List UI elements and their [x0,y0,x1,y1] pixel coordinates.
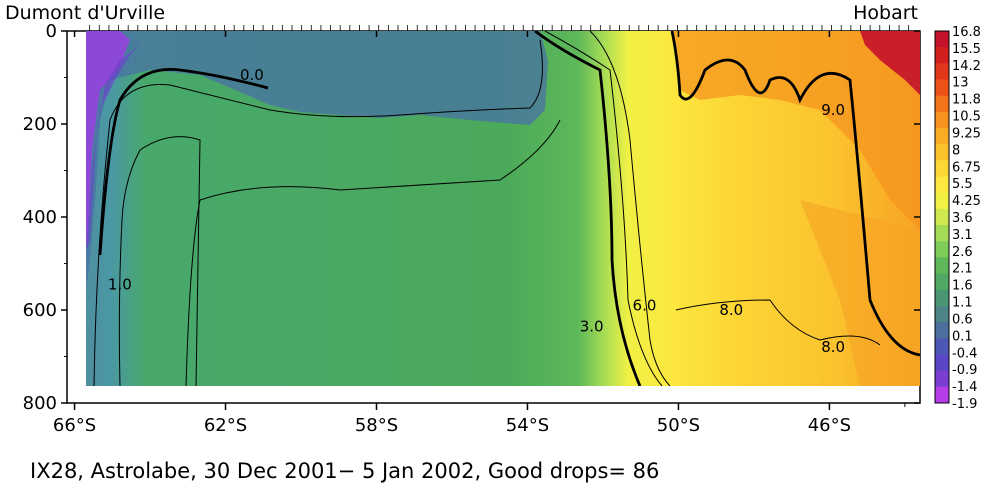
contour-4 [544,31,663,386]
colorbar-label: 1.1 [952,296,973,311]
contour-label: 9.0 [821,101,845,119]
colorbar-swatch [935,289,949,307]
colorbar-swatch [935,208,949,226]
colorbar-label: 15.5 [952,42,981,57]
contour-label: 8.0 [719,301,743,319]
contour-2 [185,119,561,386]
colorbar-swatch [935,225,949,242]
drop-markers [89,25,910,31]
warm-upper-layer [672,31,920,230]
heatmap-field [86,31,920,386]
contour-1b [118,136,201,386]
colorbar-label: 3.1 [952,228,973,243]
x-tick-label: 62°S [204,415,247,436]
contour-8 [675,299,881,346]
colorbar-label: 3.6 [952,211,973,226]
contour-0 [98,67,269,256]
contour-label: 1.0 [108,275,132,293]
y-tick-label: 800 [23,393,57,414]
caption: IX28, Astrolabe, 30 Dec 2001− 5 Jan 2002… [30,459,659,483]
colorbar-swatch [935,192,949,210]
colorbar-label: -0.9 [952,363,977,378]
y-tick-label: 600 [23,300,57,321]
colorbar-label: 2.1 [952,262,973,277]
colorbar-label: -0.4 [952,346,977,361]
colorbar-swatch [935,257,949,275]
contour-label: 0.0 [240,66,264,84]
colorbar-swatch [935,386,949,404]
colorbar-label: 1.6 [952,279,973,294]
contour-9 [670,31,920,357]
colorbar-swatch [935,273,949,291]
contour-label: 6.0 [633,296,657,314]
colorbar-label: 14.2 [952,59,981,74]
colorbar-label: 0.6 [952,312,973,327]
x-tick-label: 58°S [355,415,398,436]
colorbar-label: 10.5 [952,110,981,125]
title-left: Dumont d'Urville [5,2,165,24]
contour-label: 3.0 [580,317,604,335]
colorbar-label: 13 [952,76,969,91]
colorbar-swatch [935,95,949,113]
colorbar-swatch [935,63,949,81]
colorbar-swatch [935,128,949,145]
x-tick-label: 66°S [53,415,96,436]
colorbar-swatch [935,31,949,48]
colorbar-label: 2.6 [952,245,973,260]
colorbar-swatch [935,111,949,129]
colorbar-swatch [935,305,949,323]
colorbar-swatch [935,338,949,355]
y-tick-label: 400 [23,207,57,228]
colorbar: 16.8 15.5 14.2 13 11.8 10.59.25 8 6.75 5.5 4.25 3.… [934,25,981,412]
colorbar-label: 0.1 [952,329,973,344]
y-tick-label: 0 [46,21,57,42]
colorbar-label: 6.75 [952,160,981,175]
x-tick-label: 50°S [657,415,700,436]
contour-6 [589,31,671,386]
colorbar-swatch [935,354,949,372]
warm-deep-layer [800,200,920,386]
hot-surface-core [860,31,920,95]
colorbar-swatch [935,160,949,178]
contour-label: 8.0 [821,338,845,356]
contour-labels: 0.0 1.0 3.0 6.0 8.0 8.0 9.0 [108,66,845,356]
x-axis: 66°S 62°S 58°S 54°S 50°S 46°S [53,31,906,436]
y-axis: 0 200 400 600 800 [23,21,920,414]
colorbar-label: 5.5 [952,177,973,192]
x-tick-label: 54°S [506,415,549,436]
colorbar-label: 4.25 [952,194,981,209]
contour-lines [93,31,920,386]
colorbar-swatch [935,79,949,97]
colorbar-label: 9.25 [952,126,981,141]
cold-slope-water [86,31,130,250]
x-tick-label: 46°S [808,415,851,436]
colorbar-swatch [935,322,949,339]
y-tick-label: 200 [23,114,57,135]
colorbar-label: 16.8 [952,25,981,40]
colorbar-label: -1.4 [952,380,977,395]
colorbar-swatch [935,176,949,194]
colorbar-swatch [935,47,949,64]
contour-3 [534,31,642,386]
colorbar-swatch [935,241,949,258]
title-right: Hobart [853,2,918,24]
contour-1 [93,39,543,386]
colorbar-label: 11.8 [952,93,981,108]
colorbar-swatch [935,144,949,161]
colorbar-label: 8 [952,143,960,158]
winter-water-layer [86,31,548,290]
colorbar-swatch [935,370,949,388]
colorbar-label: -1.9 [952,397,977,412]
colorbar-frame [934,30,950,404]
